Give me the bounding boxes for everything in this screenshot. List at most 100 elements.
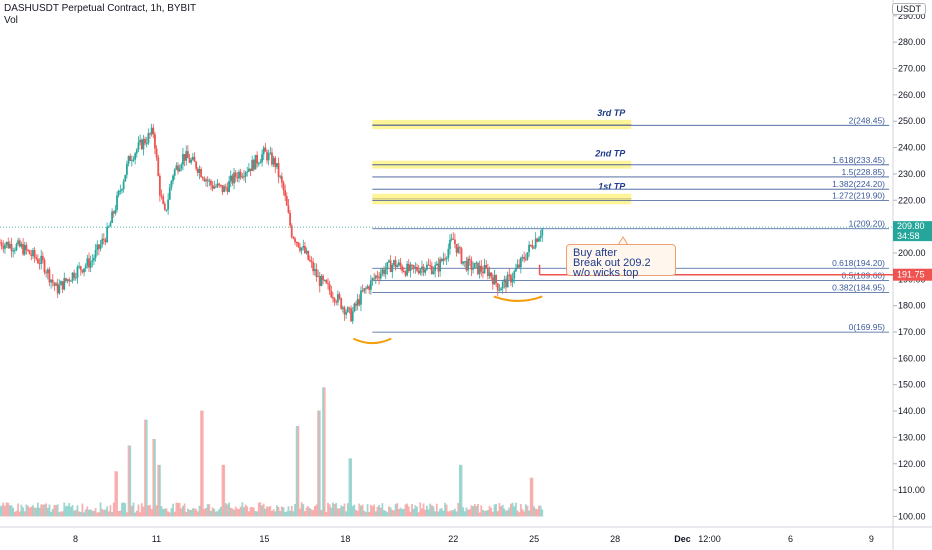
candle-body [289, 212, 291, 226]
volume-bar [355, 509, 357, 517]
volume-bar [539, 505, 542, 517]
volume-bar [51, 508, 54, 517]
candle-body [338, 294, 341, 299]
volume-bar [407, 506, 410, 517]
candle-body [460, 248, 463, 264]
volume-bar [477, 503, 479, 517]
candle-body [444, 258, 446, 260]
volume-bar [528, 510, 530, 517]
volume-bar [45, 503, 48, 517]
candle-body [295, 241, 298, 243]
volume-bar [312, 510, 315, 517]
volume-bar [65, 506, 67, 517]
candle-body [254, 154, 257, 170]
volume-bar [440, 508, 443, 517]
candle-body [122, 181, 125, 190]
volume-bar [279, 511, 282, 517]
candle-body [25, 244, 28, 250]
volume-bar [444, 502, 446, 517]
volume-bar [272, 509, 275, 517]
candle-body [233, 172, 235, 184]
candle-body [277, 163, 280, 177]
volume-bar [55, 505, 57, 517]
candle-body [46, 269, 49, 274]
candle-body [292, 237, 295, 239]
candle-body [394, 260, 397, 268]
volume-bar [117, 511, 120, 517]
volume-bar [8, 505, 11, 517]
volume-bar [0, 506, 1, 517]
candle-body [223, 186, 226, 193]
volume-bar [435, 503, 438, 517]
candle-body [373, 278, 376, 280]
volume-bar [71, 504, 74, 517]
candle-body [5, 241, 8, 245]
candle-body [132, 159, 135, 161]
candle-body [371, 278, 374, 281]
volume-bar [140, 503, 143, 517]
volume-bar [521, 509, 524, 517]
volume-bar [419, 502, 422, 517]
candle-body [495, 275, 498, 284]
candle-body [320, 275, 323, 287]
volume-bar [325, 512, 328, 517]
volume-bar [267, 506, 270, 517]
candle-body [126, 163, 128, 175]
candle-body [86, 258, 89, 266]
volume-bar [91, 510, 94, 517]
candle-body [333, 298, 336, 302]
candle-body [38, 263, 41, 265]
volume-bar [152, 438, 155, 517]
volume-bar [93, 511, 95, 517]
volume-bar [104, 509, 107, 517]
volume-bar [313, 506, 316, 517]
currency-selector[interactable]: USDT [891, 3, 926, 15]
volume-bar [360, 505, 362, 517]
candle-body [102, 238, 105, 240]
candle-body [358, 299, 361, 305]
volume-bar [205, 507, 207, 517]
candle-body [244, 172, 247, 177]
price-tick-label: 180.00 [898, 301, 926, 311]
candle-body [142, 138, 145, 150]
candle-body [457, 247, 460, 253]
candle-body [361, 290, 364, 292]
volume-bar [228, 502, 231, 517]
candle-body [216, 183, 219, 187]
volume-bar [315, 504, 318, 517]
volume-bar [229, 507, 232, 517]
volume-bar [340, 505, 343, 517]
candle-body [365, 288, 367, 290]
volume-bar [5, 502, 8, 517]
candle-body [63, 278, 66, 290]
volume-bar [81, 503, 84, 517]
volume-bar [455, 511, 458, 517]
volume-bar [417, 512, 420, 517]
candle-body [470, 260, 473, 270]
volume-bar [160, 506, 163, 517]
volume-bar [310, 509, 313, 517]
candle-body [167, 199, 170, 210]
candle-body [262, 147, 265, 155]
candle-body [127, 156, 130, 164]
candle-body [53, 282, 56, 286]
candle-body [231, 175, 234, 184]
time-tick-label: 22 [448, 534, 458, 544]
candle-body [114, 209, 117, 214]
candle-body [182, 154, 184, 165]
candle-body [112, 211, 115, 214]
volume-bar [173, 511, 176, 517]
candle-body [17, 240, 20, 245]
volume-bar [282, 507, 285, 517]
volume-bar [351, 505, 354, 517]
fib-level-label: 0.382(184.95) [832, 283, 885, 293]
candle-body [271, 152, 273, 165]
current-price-tag [893, 221, 932, 242]
candle-body [294, 238, 296, 242]
volume-bar [63, 502, 66, 517]
candle-body [513, 271, 516, 279]
candle-body [363, 288, 366, 292]
volume-bar [376, 506, 379, 517]
volume-bar [162, 508, 165, 517]
